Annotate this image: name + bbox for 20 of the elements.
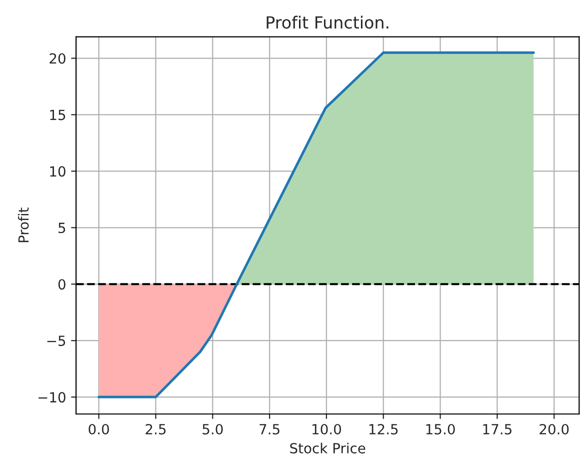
y-tick-label: 5 bbox=[58, 222, 66, 234]
x-tick-label: 5.0 bbox=[202, 424, 223, 434]
y-axis-title: Profit bbox=[18, 208, 29, 242]
x-axis-title: Stock Price bbox=[290, 442, 366, 454]
y-tick-label: 10 bbox=[50, 166, 66, 177]
chart-title: Profit Function. bbox=[266, 16, 388, 29]
x-tick-label: 10.0 bbox=[312, 424, 341, 434]
y-tick-label: 15 bbox=[50, 110, 66, 120]
x-tick-label: 17.5 bbox=[483, 424, 512, 434]
y-tick-label: −5 bbox=[47, 336, 66, 346]
y-tick-label: −10 bbox=[38, 392, 66, 403]
x-tick-label: 20.0 bbox=[540, 424, 569, 434]
y-tick-label: 20 bbox=[50, 53, 66, 64]
x-tick-label: 7.5 bbox=[260, 424, 280, 434]
line-series bbox=[98, 51, 535, 398]
x-tick-label: 15.0 bbox=[426, 424, 455, 434]
x-tick-label: 2.5 bbox=[146, 424, 166, 434]
x-tick-label: 0.0 bbox=[88, 424, 109, 434]
y-tick-label: 0 bbox=[58, 279, 66, 290]
x-tick-label: 12.5 bbox=[369, 424, 398, 434]
